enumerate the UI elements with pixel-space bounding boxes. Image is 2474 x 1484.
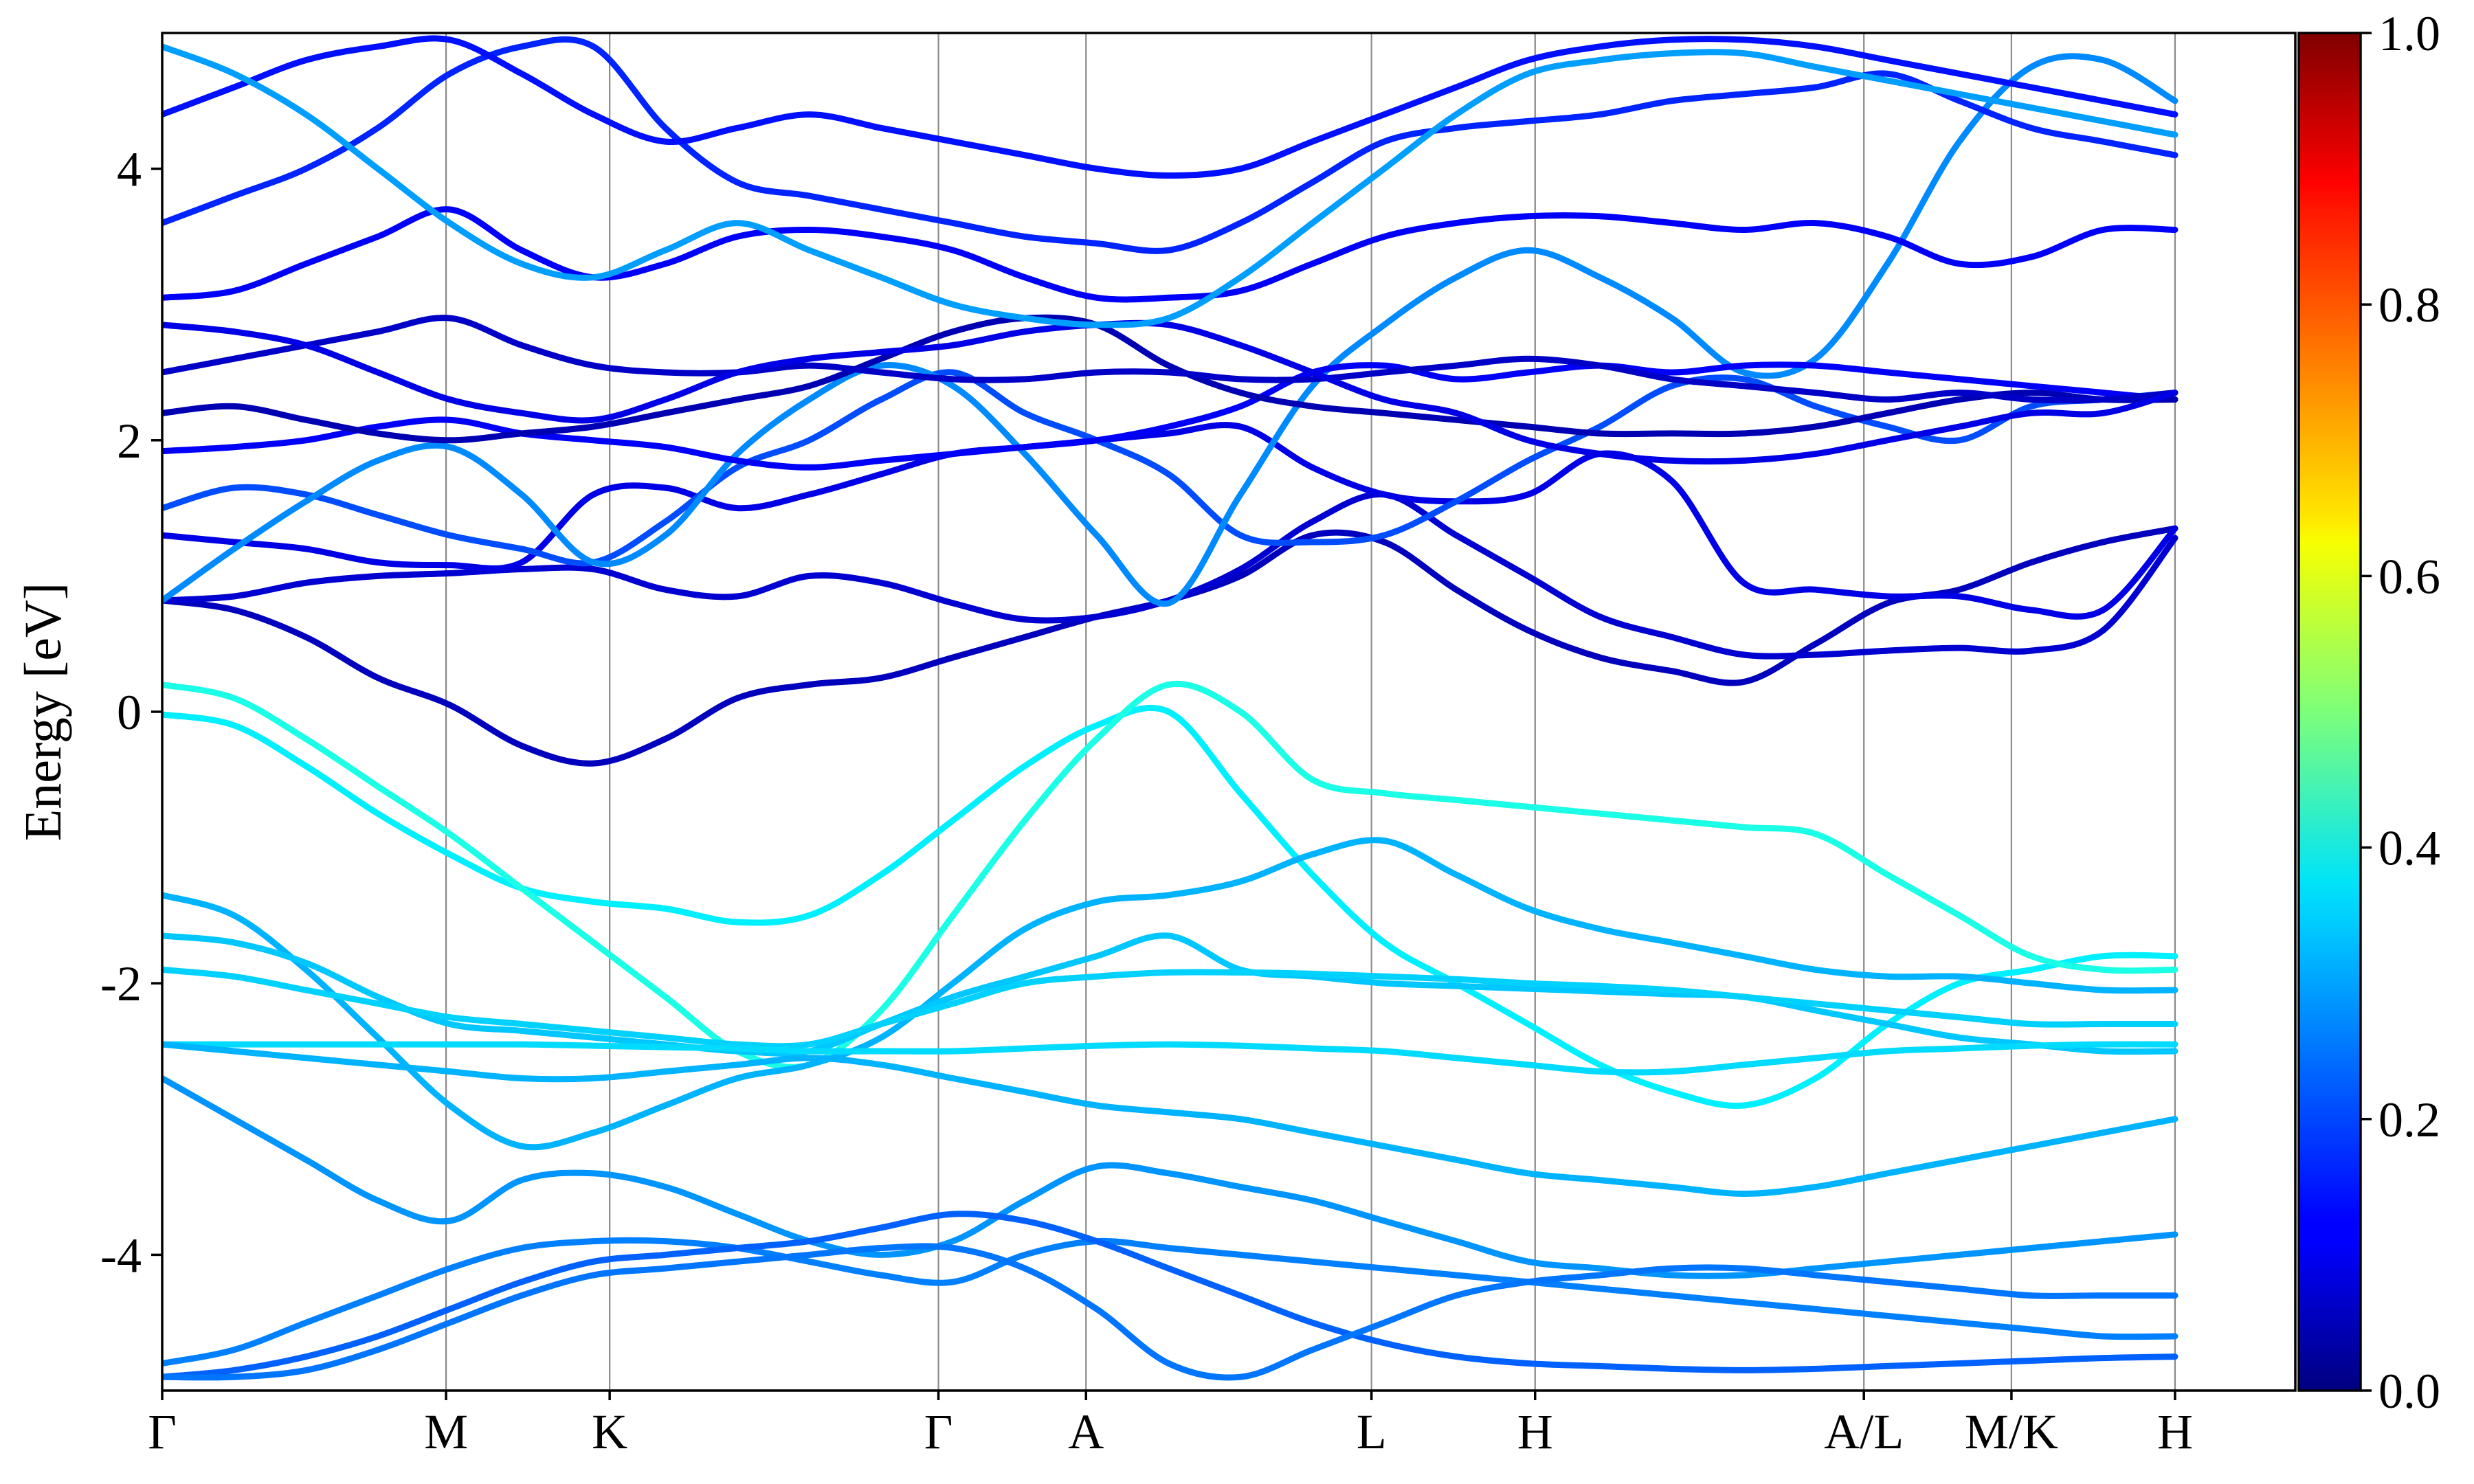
band-17 xyxy=(162,966,2178,1050)
colorbar-ticks: 0.0 0.2 0.4 0.6 0.8 1.0 xyxy=(2361,6,2440,1419)
band-23 xyxy=(162,1243,2178,1381)
x-tick-label: M/K xyxy=(1965,1404,2058,1459)
band-5 xyxy=(162,361,2178,471)
x-tick-label: H xyxy=(2157,1404,2193,1459)
colorbar-tick-label: 0.4 xyxy=(2378,821,2440,876)
band-19 xyxy=(162,1041,2178,1197)
band-15 xyxy=(162,837,2178,1151)
band-13 xyxy=(162,704,2178,1110)
colorbar-tick-label: 0.0 xyxy=(2378,1364,2440,1419)
x-tick-label: Γ xyxy=(924,1404,953,1459)
band-7 xyxy=(162,315,2178,404)
band-14 xyxy=(162,680,2178,1070)
y-tick-label: -2 xyxy=(100,956,142,1011)
colorbar-tick-label: 0.8 xyxy=(2378,278,2440,333)
x-tick-label: M xyxy=(424,1404,468,1459)
band-8 xyxy=(162,319,2178,465)
y-axis-ticks: -4 -2 0 2 4 xyxy=(100,142,162,1283)
band-1 xyxy=(162,491,2178,660)
band-2 xyxy=(162,422,2178,620)
x-tick-label: A xyxy=(1068,1404,1104,1459)
band-4 xyxy=(162,53,2178,607)
band-18 xyxy=(162,1041,2178,1076)
x-axis-ticks: Γ M K Γ A L H A/L M/K H xyxy=(148,1391,2193,1459)
y-tick-label: 2 xyxy=(117,414,142,469)
x-tick-label: L xyxy=(1357,1404,1387,1459)
x-tick-label: A/L xyxy=(1824,1404,1904,1459)
y-tick-label: -4 xyxy=(100,1228,142,1283)
band-20 xyxy=(162,1075,2178,1279)
band-16 xyxy=(162,932,2178,1057)
x-tick-label: Γ xyxy=(148,1404,177,1459)
band-21 xyxy=(162,1237,2178,1367)
y-tick-label: 0 xyxy=(117,685,142,740)
high-symmetry-lines xyxy=(161,33,2176,1391)
x-tick-label: H xyxy=(1517,1404,1553,1459)
band-10 xyxy=(162,36,2178,254)
band-3 xyxy=(162,369,2178,567)
band-11 xyxy=(162,35,2178,179)
band-6 xyxy=(162,314,2178,444)
x-tick-label: K xyxy=(592,1404,627,1459)
band-12 xyxy=(162,43,2178,328)
colorbar-tick-label: 0.6 xyxy=(2378,549,2440,604)
colorbar xyxy=(2297,32,2362,1392)
colorbar-tick-label: 1.0 xyxy=(2378,6,2440,61)
band-22 xyxy=(162,1211,2178,1380)
band-9 xyxy=(162,206,2178,303)
y-axis-label: Energy [eV] xyxy=(14,583,72,841)
y-tick-label: 4 xyxy=(117,142,142,197)
colorbar-tick-label: 0.2 xyxy=(2378,1092,2440,1147)
band-lines xyxy=(162,35,2178,1381)
